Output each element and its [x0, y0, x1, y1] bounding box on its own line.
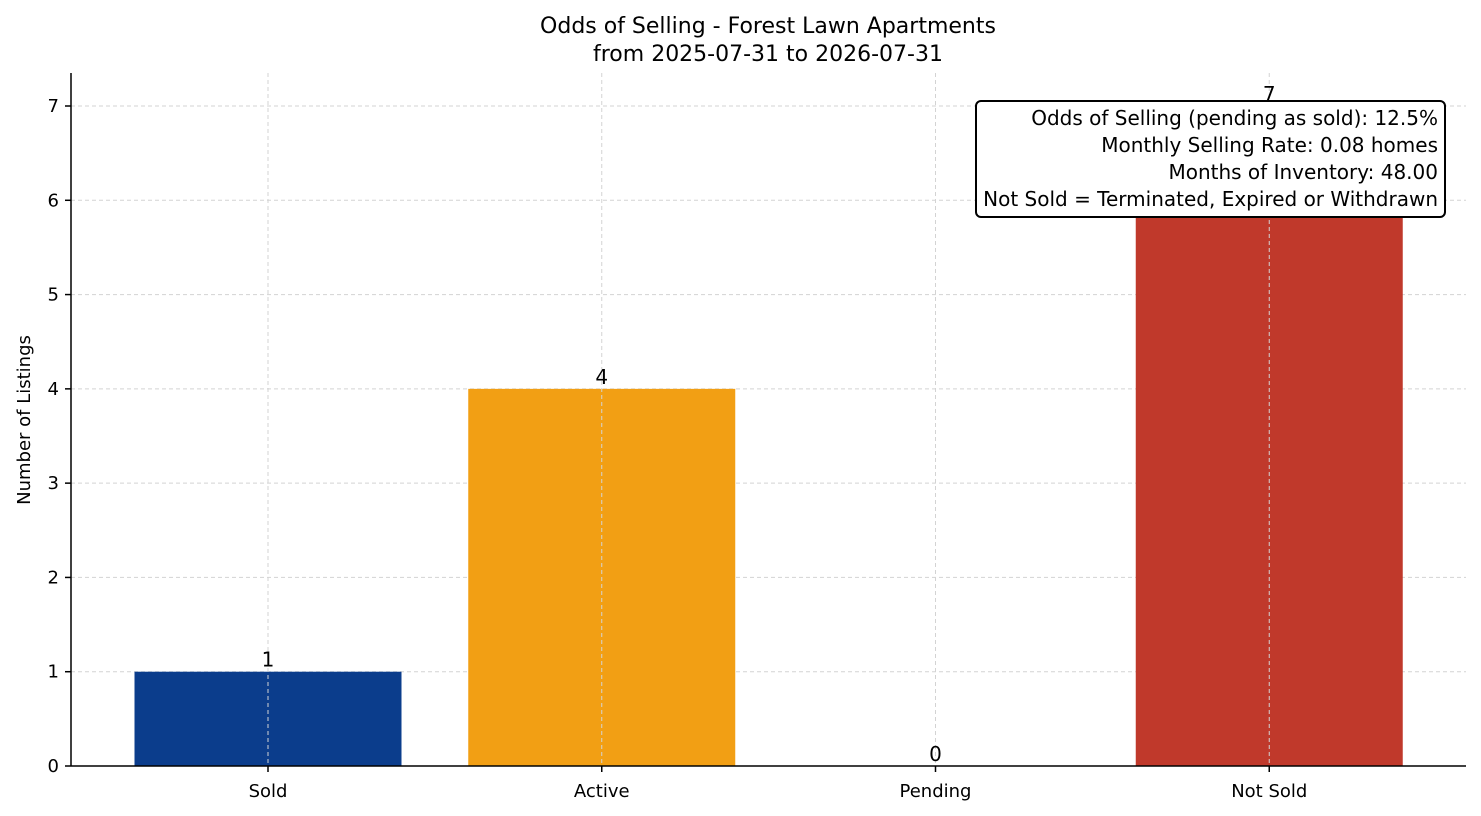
x-tick-label: Not Sold	[1231, 781, 1307, 802]
y-tick-label: 2	[48, 567, 59, 588]
stats-line-odds: Odds of Selling (pending as sold): 12.5%	[1031, 106, 1438, 130]
stats-line-inventory: Months of Inventory: 48.00	[1168, 160, 1438, 184]
x-tick-label: Sold	[249, 781, 288, 802]
y-tick-label: 4	[48, 379, 59, 400]
chart-title: Odds of Selling - Forest Lawn Apartments	[540, 14, 996, 39]
x-tick-label: Pending	[900, 781, 972, 802]
stats-annotation-box: Odds of Selling (pending as sold): 12.5%…	[975, 100, 1446, 218]
bar-value-label: 1	[262, 648, 275, 672]
y-tick-label: 6	[48, 190, 59, 211]
y-tick-label: 0	[48, 756, 59, 777]
y-axis-label: Number of Listings	[14, 335, 35, 505]
bar-value-label: 0	[929, 742, 942, 766]
y-tick-label: 7	[48, 96, 59, 117]
stats-line-note: Not Sold = Terminated, Expired or Withdr…	[983, 187, 1438, 211]
chart-subtitle: from 2025-07-31 to 2026-07-31	[593, 42, 943, 67]
y-tick-label: 5	[48, 285, 59, 306]
x-tick-label: Active	[574, 781, 630, 802]
stats-line-rate: Monthly Selling Rate: 0.08 homes	[1101, 133, 1438, 157]
axis-layer	[65, 73, 1466, 772]
bar-value-label: 4	[595, 365, 608, 389]
y-tick-label: 1	[48, 662, 59, 683]
y-tick-label: 3	[48, 473, 59, 494]
